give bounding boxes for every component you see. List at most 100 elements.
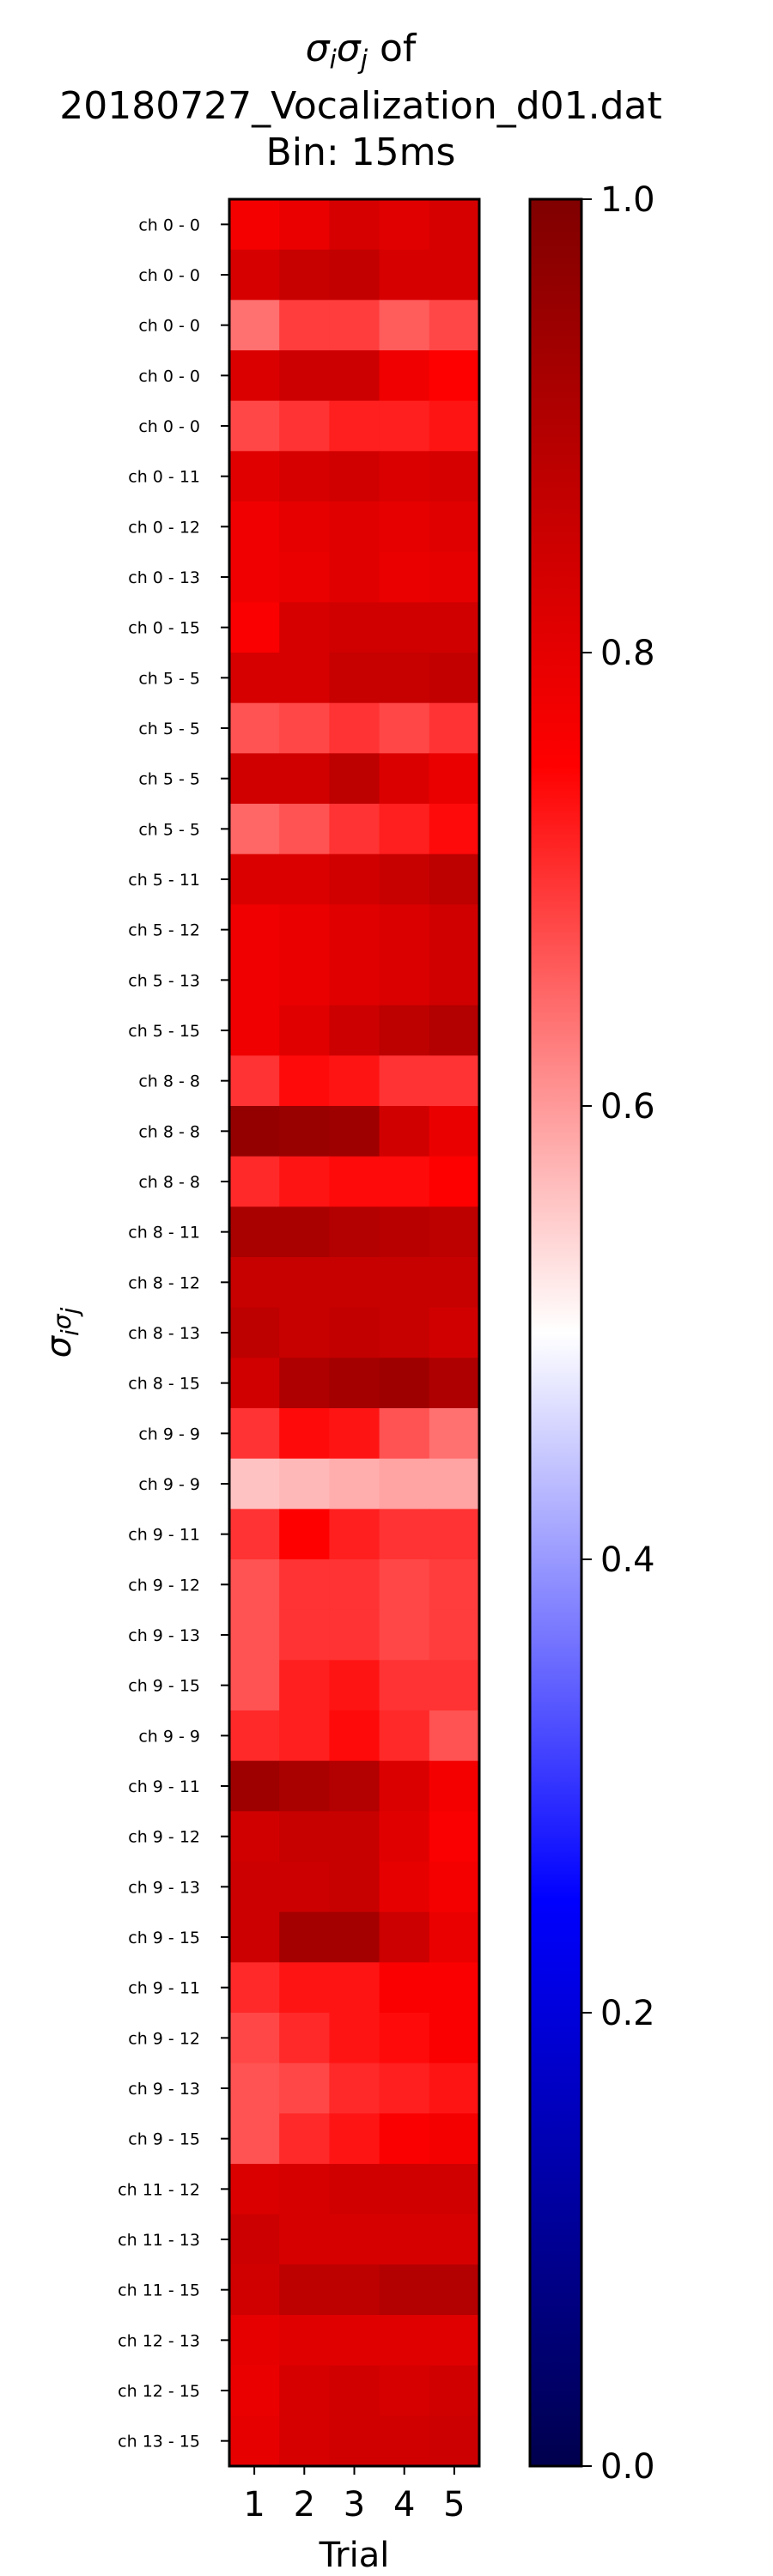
- heatmap-cell: [279, 955, 330, 1006]
- y-tick-label: ch 9 - 9: [138, 1475, 200, 1494]
- heatmap-cell: [379, 1962, 430, 2014]
- heatmap-cell: [229, 602, 280, 653]
- heatmap-cell: [429, 1862, 480, 1913]
- y-tick-label: ch 0 - 0: [138, 317, 200, 336]
- heatmap-cell: [279, 2365, 330, 2416]
- heatmap-cell: [229, 1509, 280, 1560]
- y-tick-label: ch 0 - 12: [128, 518, 200, 537]
- y-tick-label: ch 9 - 9: [138, 1727, 200, 1746]
- y-tick-label: ch 0 - 0: [138, 367, 200, 386]
- heatmap-cell: [429, 1458, 480, 1510]
- heatmap-cell: [229, 1962, 280, 2014]
- heatmap-cell: [379, 2164, 430, 2215]
- y-tick-label: ch 5 - 5: [138, 720, 200, 738]
- y-tick-label: ch 5 - 11: [128, 871, 200, 890]
- heatmap-cell: [379, 602, 430, 653]
- y-tick-label: ch 8 - 15: [128, 1375, 200, 1394]
- y-tick-label: ch 5 - 13: [128, 971, 200, 990]
- heatmap-cell: [329, 2063, 380, 2114]
- heatmap-cell: [429, 1055, 480, 1107]
- heatmap-cell: [429, 551, 480, 603]
- y-tick-label: ch 9 - 12: [128, 1576, 200, 1595]
- heatmap-cell: [379, 904, 430, 956]
- heatmap-cell: [329, 350, 380, 402]
- heatmap-cell: [229, 1257, 280, 1309]
- heatmap-cell: [229, 2214, 280, 2265]
- heatmap-cell: [279, 2013, 330, 2064]
- heatmap-cell: [279, 1055, 330, 1107]
- heatmap-cell: [329, 1559, 380, 1611]
- y-tick-label: ch 9 - 11: [128, 1526, 200, 1545]
- y-tick-label: ch 0 - 11: [128, 468, 200, 487]
- heatmap-cell: [229, 2013, 280, 2064]
- heatmap-cell: [329, 955, 380, 1006]
- y-tick-label: ch 8 - 8: [138, 1173, 200, 1192]
- heatmap-cell: [379, 2315, 430, 2366]
- colorbar-ticks: 0.0 0.2 0.4 0.6 0.8 1.0: [581, 180, 655, 2487]
- heatmap-cell: [429, 804, 480, 855]
- heatmap-cell: [229, 1811, 280, 1862]
- heatmap-cell: [279, 1509, 330, 1560]
- heatmap-cell: [429, 1005, 480, 1056]
- heatmap-cell: [329, 1760, 380, 1812]
- heatmap-cell: [329, 602, 380, 653]
- heatmap-cell: [429, 2113, 480, 2165]
- heatmap-cell: [329, 1358, 380, 1409]
- heatmap-cell: [229, 300, 280, 351]
- heatmap-cell: [229, 1358, 280, 1409]
- heatmap-cell: [229, 653, 280, 704]
- heatmap-cell: [379, 1106, 430, 1157]
- heatmap-cell: [229, 2063, 280, 2114]
- heatmap-cell: [429, 753, 480, 805]
- heatmap-cell: [229, 1156, 280, 1207]
- heatmap-cell: [329, 804, 380, 855]
- heatmap-cell: [329, 2264, 380, 2316]
- y-tick-label: ch 8 - 11: [128, 1224, 200, 1242]
- heatmap-cell: [329, 2164, 380, 2215]
- y-tick-label: ch 13 - 15: [118, 2433, 200, 2451]
- heatmap-cell: [379, 400, 430, 452]
- heatmap-cell: [229, 2164, 280, 2215]
- y-tick-label: ch 12 - 15: [118, 2382, 200, 2401]
- heatmap-cell: [379, 1760, 430, 1812]
- heatmap-cell: [429, 1559, 480, 1611]
- heatmap-cell: [329, 199, 380, 251]
- heatmap-cell: [279, 1206, 330, 1258]
- heatmap-cell: [379, 804, 430, 855]
- heatmap-cell: [329, 1811, 380, 1862]
- sigma-j-symbol: σ: [336, 27, 361, 70]
- heatmap-cell: [229, 451, 280, 502]
- heatmap-cell: [329, 1408, 380, 1460]
- colorbar-tick-label: 0.2: [600, 1994, 655, 2033]
- heatmap-cell: [279, 1609, 330, 1661]
- y-tick-label: ch 8 - 8: [138, 1072, 200, 1091]
- heatmap-cell: [379, 300, 430, 351]
- y-tick-label: ch 0 - 0: [138, 266, 200, 285]
- heatmap-cell: [429, 451, 480, 502]
- y-tick-label: ch 9 - 15: [128, 1677, 200, 1696]
- x-tick-label: 2: [294, 2485, 315, 2524]
- heatmap-cell: [229, 350, 280, 402]
- heatmap-cell: [379, 1206, 430, 1258]
- heatmap-cell: [379, 1408, 430, 1460]
- heatmap-cell: [279, 400, 330, 452]
- heatmap-cell: [379, 854, 430, 905]
- x-tick-label: 5: [443, 2485, 465, 2524]
- colorbar-tick-label: 0.4: [600, 1540, 655, 1580]
- heatmap-cell: [229, 551, 280, 603]
- heatmap-cell: [329, 1005, 380, 1056]
- heatmap-cell: [279, 1962, 330, 2014]
- heatmap-cell: [229, 804, 280, 855]
- colorbar-tick-label: 1.0: [600, 180, 655, 220]
- heatmap-cell: [229, 854, 280, 905]
- y-tick-label: ch 9 - 13: [128, 2080, 200, 2099]
- heatmap-cell: [279, 2113, 330, 2165]
- heatmap-cell: [379, 1458, 430, 1510]
- heatmap-cell: [379, 2113, 430, 2165]
- heatmap-cell: [429, 1206, 480, 1258]
- colorbar-tick-label: 0.6: [600, 1087, 655, 1127]
- heatmap-cell: [279, 1408, 330, 1460]
- colorbar-tick-label: 0.8: [600, 634, 655, 673]
- sigma-i-symbol: σ: [305, 27, 330, 70]
